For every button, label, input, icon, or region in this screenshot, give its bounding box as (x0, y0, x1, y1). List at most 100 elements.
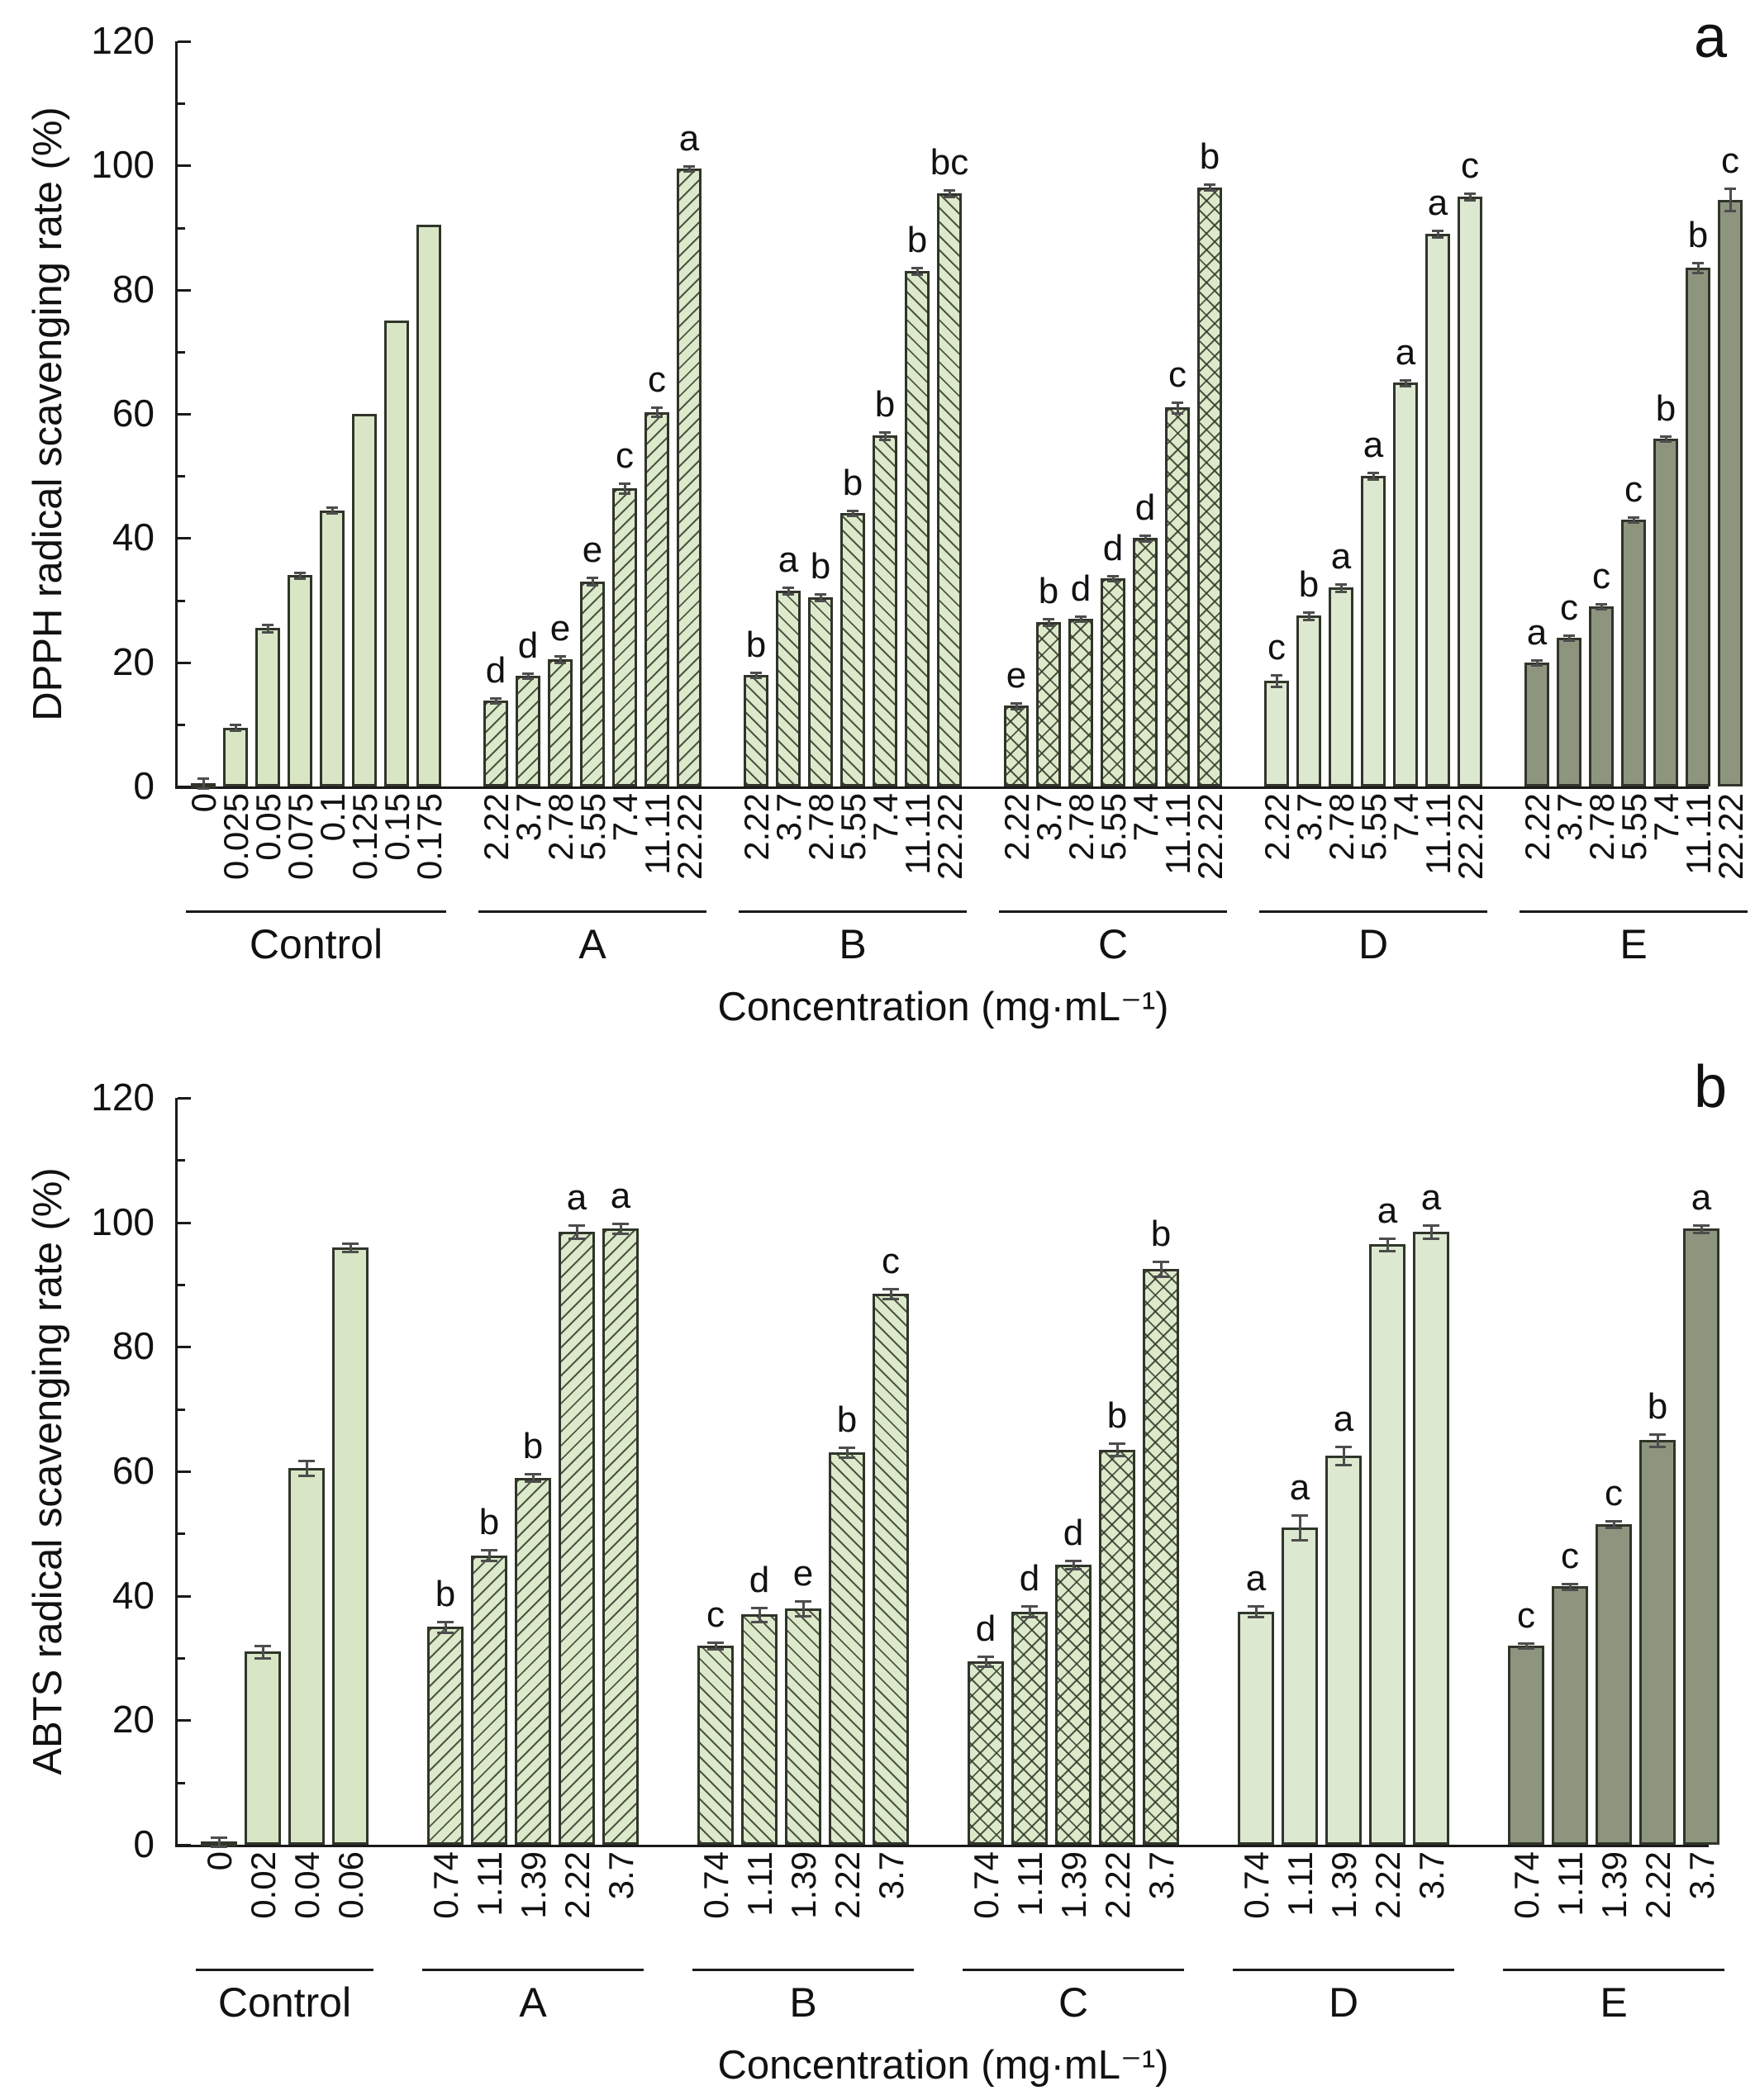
error-bar (1729, 188, 1732, 211)
error-bar (1047, 619, 1050, 625)
bar (559, 1231, 595, 1845)
error-bar-cap (651, 416, 663, 418)
y-tick-label: 20 (112, 1698, 155, 1741)
error-bar-cap (294, 577, 306, 581)
bar (416, 224, 441, 786)
bar (776, 591, 801, 786)
x-tick-label: 1.39 (1054, 1851, 1093, 1919)
error-bar-cap (1596, 603, 1607, 606)
error-bar-cap (1692, 262, 1704, 265)
y-major-tick (178, 164, 191, 168)
y-axis-line (175, 1098, 178, 1847)
significance-letter: b (1038, 571, 1059, 612)
x-tick-label: 1.39 (514, 1851, 553, 1919)
error-bar-cap (568, 1224, 585, 1228)
significance-letter: c (1517, 1594, 1535, 1636)
error-bar-cap (1400, 378, 1411, 382)
error-bar-cap (1335, 590, 1347, 593)
bar (1458, 196, 1482, 786)
bar (1068, 619, 1093, 786)
error-bar-cap (1271, 685, 1282, 688)
error-bar-cap (707, 1647, 724, 1651)
x-tick-label: 0.06 (331, 1851, 370, 1919)
x-tick-label: 2.22 (558, 1851, 597, 1919)
significance-letter: a (678, 118, 700, 159)
x-tick-label: 1.11 (1011, 1851, 1049, 1917)
bar (873, 435, 897, 786)
bar (829, 1452, 865, 1845)
error-bar-cap (1291, 1513, 1308, 1517)
error-bar-cap (1562, 1582, 1578, 1585)
error-bar-cap (1379, 1249, 1396, 1252)
x-tick-label: 1.39 (1325, 1851, 1363, 1919)
error-bar-cap (262, 630, 273, 634)
error-bar-cap (683, 170, 695, 173)
error-bar-cap (211, 1845, 227, 1848)
error-bar-cap (882, 1298, 899, 1301)
error-bar-cap (1531, 663, 1543, 667)
y-tick-label: 40 (112, 515, 155, 559)
panel-b-letter: b (1693, 1054, 1727, 1120)
error-bar-cap (490, 697, 502, 701)
error-bar-cap (298, 1475, 315, 1478)
error-bar (1072, 1561, 1075, 1569)
y-tick-label: 80 (112, 1324, 155, 1368)
error-bar-cap (587, 577, 598, 580)
significance-letter: d (1063, 1513, 1084, 1554)
bar (1621, 519, 1646, 786)
bar (1329, 587, 1353, 786)
group-underline (739, 910, 967, 913)
group-label: B (839, 921, 867, 967)
error-bar-cap (839, 1447, 855, 1450)
significance-letter: c (1592, 556, 1610, 596)
significance-letter: d (1102, 528, 1124, 569)
x-tick-label: 1.39 (784, 1851, 823, 1919)
error-bar-cap (230, 729, 241, 733)
error-bar (494, 698, 497, 704)
x-tick-label: 3.7 (872, 1851, 911, 1900)
error-bar-cap (707, 1642, 724, 1645)
y-major-tick (178, 1097, 191, 1100)
error-bar (801, 1600, 805, 1616)
significance-letter: b (842, 463, 863, 504)
error-bar-cap (1605, 1520, 1622, 1523)
error-bar (1632, 516, 1635, 522)
bar (515, 1477, 551, 1845)
significance-letter: b (874, 383, 896, 425)
significance-letter: c (1721, 140, 1739, 182)
error-bar-cap (1518, 1646, 1534, 1650)
x-tick-label: 22.22 (1711, 793, 1750, 881)
error-bar-cap (1423, 1237, 1439, 1240)
error-bar-cap (1464, 198, 1476, 202)
bar (1282, 1527, 1318, 1845)
error-bar (1535, 659, 1539, 665)
error-bar-cap (879, 438, 891, 441)
bar (697, 1645, 734, 1845)
error-bar (591, 577, 594, 586)
y-major-tick (178, 1719, 191, 1722)
y-axis-line (175, 41, 178, 789)
error-bar-cap (230, 723, 241, 726)
error-bar (1159, 1261, 1163, 1277)
error-bar-cap (1724, 210, 1736, 213)
significance-letter: c (882, 1241, 900, 1282)
error-bar-cap (1107, 575, 1119, 578)
error-bar (714, 1642, 717, 1649)
significance-letter: b (435, 1573, 456, 1614)
error-bar (1254, 1606, 1258, 1617)
error-bar-cap (1649, 1432, 1666, 1436)
error-bar-cap (795, 1599, 811, 1603)
bar (1524, 662, 1549, 786)
x-axis-line (175, 1845, 1709, 1847)
error-bar-cap (1271, 674, 1282, 677)
panel-b-plot-area: 0 20 40 60 80 100 120 0 0.02 0.04 0.06 Control b 0.74… (0, 1050, 1755, 2100)
error-bar-cap (782, 587, 794, 590)
x-tick-label: 1.11 (1281, 1851, 1320, 1917)
y-minor-tick (178, 1781, 185, 1784)
error-bar-cap (1248, 1615, 1264, 1618)
error-bar-cap (1335, 1464, 1352, 1467)
bar (223, 727, 248, 786)
significance-letter: c (616, 435, 634, 477)
significance-letter: e (792, 1552, 814, 1594)
bar (1557, 637, 1581, 786)
